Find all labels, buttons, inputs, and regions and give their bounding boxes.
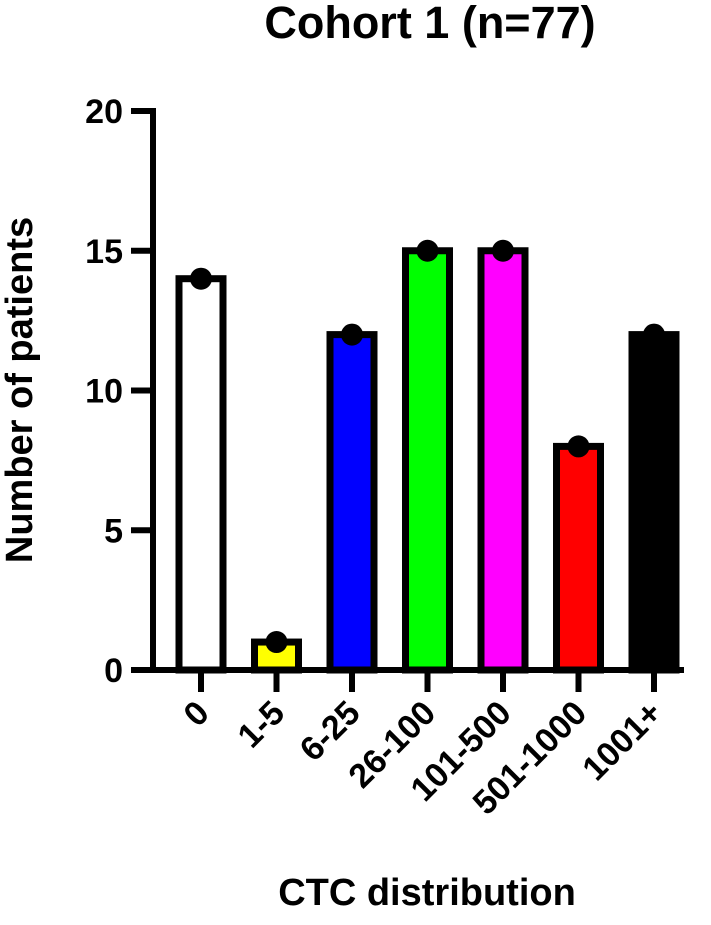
x-tick-label: 1001+ <box>575 694 669 788</box>
point-101-500 <box>492 239 514 262</box>
y-tick-label: 5 <box>104 512 123 550</box>
bar-1001+ <box>628 331 680 674</box>
data-points <box>190 239 665 654</box>
point-26-100 <box>416 239 439 262</box>
y-tick-label: 10 <box>85 373 123 411</box>
point-1-5 <box>265 631 288 654</box>
x-tick-label: 0 <box>176 694 216 734</box>
chart-title: Cohort 1 (n=77) <box>264 0 595 48</box>
point-0 <box>190 267 212 290</box>
point-6-25 <box>341 323 363 346</box>
y-axis-label: Number of patients <box>0 217 41 563</box>
bar-26-100 <box>402 247 453 674</box>
bar-101-500 <box>477 247 529 674</box>
bar-501-1000 <box>553 442 604 674</box>
point-501-1000 <box>567 435 590 458</box>
y-tick-label: 0 <box>104 652 123 690</box>
bar-0 <box>175 275 227 674</box>
y-ticks: 0 5 10 15 20 <box>85 93 153 690</box>
x-axis-label: CTC distribution <box>278 872 576 914</box>
y-tick-label: 20 <box>85 93 123 131</box>
y-tick-label: 15 <box>85 233 123 271</box>
bars <box>175 247 680 674</box>
x-tick-label: 1-5 <box>231 694 293 756</box>
bar-6-25 <box>326 331 378 674</box>
point-1001+ <box>643 323 665 346</box>
